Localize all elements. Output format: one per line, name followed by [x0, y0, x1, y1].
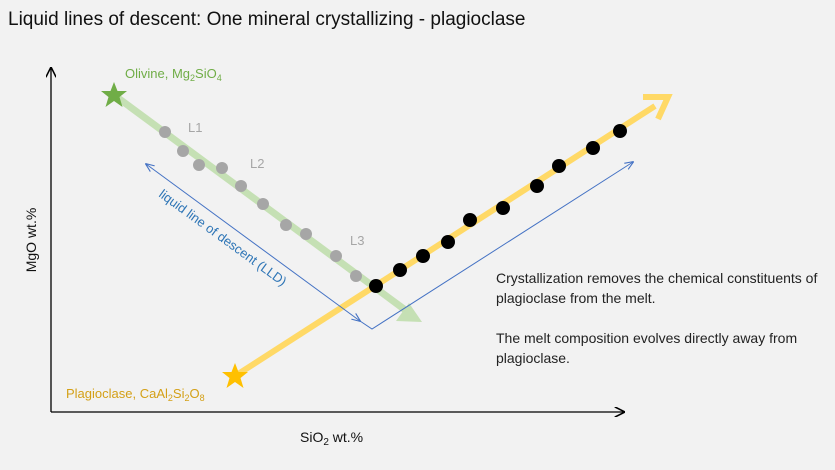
x-axis-label: SiO2 wt.% [300, 429, 363, 448]
gray-dot [350, 270, 362, 282]
plagioclase-star-icon [222, 363, 248, 388]
black-dot [613, 124, 627, 138]
gray-dot [300, 228, 312, 240]
liquid-label-l3: L3 [350, 233, 364, 248]
slide-title: Liquid lines of descent: One mineral cry… [8, 9, 526, 30]
black-dot [441, 235, 455, 249]
black-dot [530, 179, 544, 193]
description-line-1: Crystallization removes the chemical con… [496, 270, 818, 306]
gray-dot [159, 126, 171, 138]
gray-dot [330, 250, 342, 262]
lld-label: liquid line of descent (LLD) [156, 186, 289, 289]
y-axis-label: MgO wt.% [23, 208, 39, 273]
liquid-label-l1: L1 [188, 120, 202, 135]
gray-dot [216, 162, 228, 174]
gray-dot [235, 180, 247, 192]
description-line-2: The melt composition evolves directly aw… [496, 330, 798, 366]
black-dot [369, 279, 383, 293]
gray-dot [280, 219, 292, 231]
black-dot [586, 141, 600, 155]
black-dot [552, 159, 566, 173]
black-dot [393, 263, 407, 277]
black-dot [463, 213, 477, 227]
gray-dots [159, 126, 362, 282]
black-dot [496, 201, 510, 215]
liquid-label-l2: L2 [250, 156, 264, 171]
lld-arrow [146, 162, 633, 330]
olivine-label: Olivine, Mg2SiO4 [125, 66, 222, 83]
gray-dot [177, 145, 189, 157]
olivine-star-icon [101, 82, 127, 107]
black-dot [416, 249, 430, 263]
plagioclase-label: Plagioclase, CaAl2Si2O8 [66, 386, 205, 403]
black-dots [369, 124, 627, 293]
gray-dot [257, 198, 269, 210]
gray-dot [193, 159, 205, 171]
description: Crystallization removes the chemical con… [496, 268, 835, 388]
